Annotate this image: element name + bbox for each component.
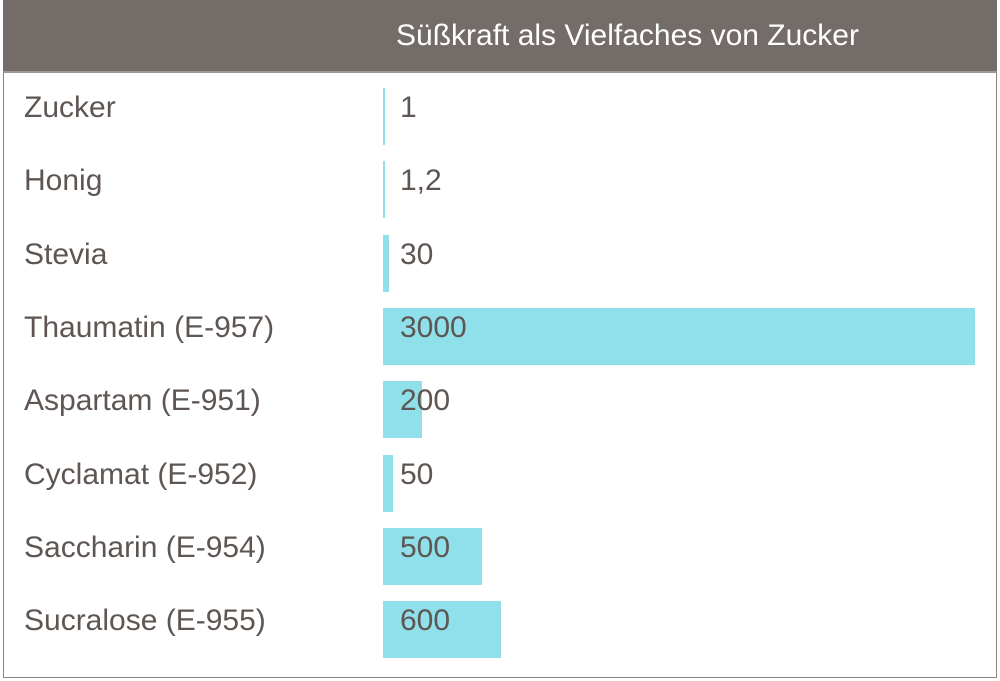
bar bbox=[383, 527, 482, 585]
bar-row: Saccharin (E-954) 500 bbox=[3, 514, 997, 587]
category-label: Zucker bbox=[24, 91, 116, 124]
bar-row: Cyclamat (E-952) 50 bbox=[3, 441, 997, 514]
bar bbox=[383, 454, 393, 512]
category-label: Stevia bbox=[24, 237, 108, 271]
bar-row: Thaumatin (E-957) 3000 bbox=[3, 294, 997, 367]
category-label: Aspartam (E-951) bbox=[24, 384, 261, 418]
bar-row: Aspartam (E-951) 200 bbox=[3, 367, 997, 440]
bar bbox=[383, 381, 423, 439]
chart-title: Süßkraft als Vielfaches von Zucker bbox=[396, 19, 859, 52]
bar bbox=[383, 307, 975, 365]
bar-row: Sucralose (E-955) 600 bbox=[3, 587, 997, 660]
category-label: Sucralose (E-955) bbox=[24, 604, 266, 638]
bar-row: Stevia 30 bbox=[3, 221, 997, 294]
value-label: 50 bbox=[400, 457, 434, 491]
chart-header: Süßkraft als Vielfaches von Zucker bbox=[3, 0, 997, 73]
chart-frame bbox=[3, 0, 997, 678]
category-label: Saccharin (E-954) bbox=[24, 530, 266, 564]
value-label: 600 bbox=[400, 604, 451, 638]
category-label: Thaumatin (E-957) bbox=[24, 310, 275, 344]
category-label: Honig bbox=[24, 164, 103, 198]
bar-row: Honig 1,2 bbox=[3, 147, 997, 220]
value-label: 200 bbox=[400, 384, 451, 418]
bar bbox=[383, 88, 385, 145]
bar bbox=[383, 161, 385, 219]
bar-row: Zucker 1 bbox=[3, 74, 997, 147]
category-label: Cyclamat (E-952) bbox=[24, 457, 258, 491]
value-label: 500 bbox=[400, 530, 451, 564]
bar bbox=[383, 234, 389, 292]
bar bbox=[383, 601, 502, 659]
value-label: 1 bbox=[400, 91, 417, 124]
value-label: 3000 bbox=[400, 310, 467, 344]
value-label: 1,2 bbox=[400, 164, 442, 198]
value-label: 30 bbox=[400, 237, 434, 271]
